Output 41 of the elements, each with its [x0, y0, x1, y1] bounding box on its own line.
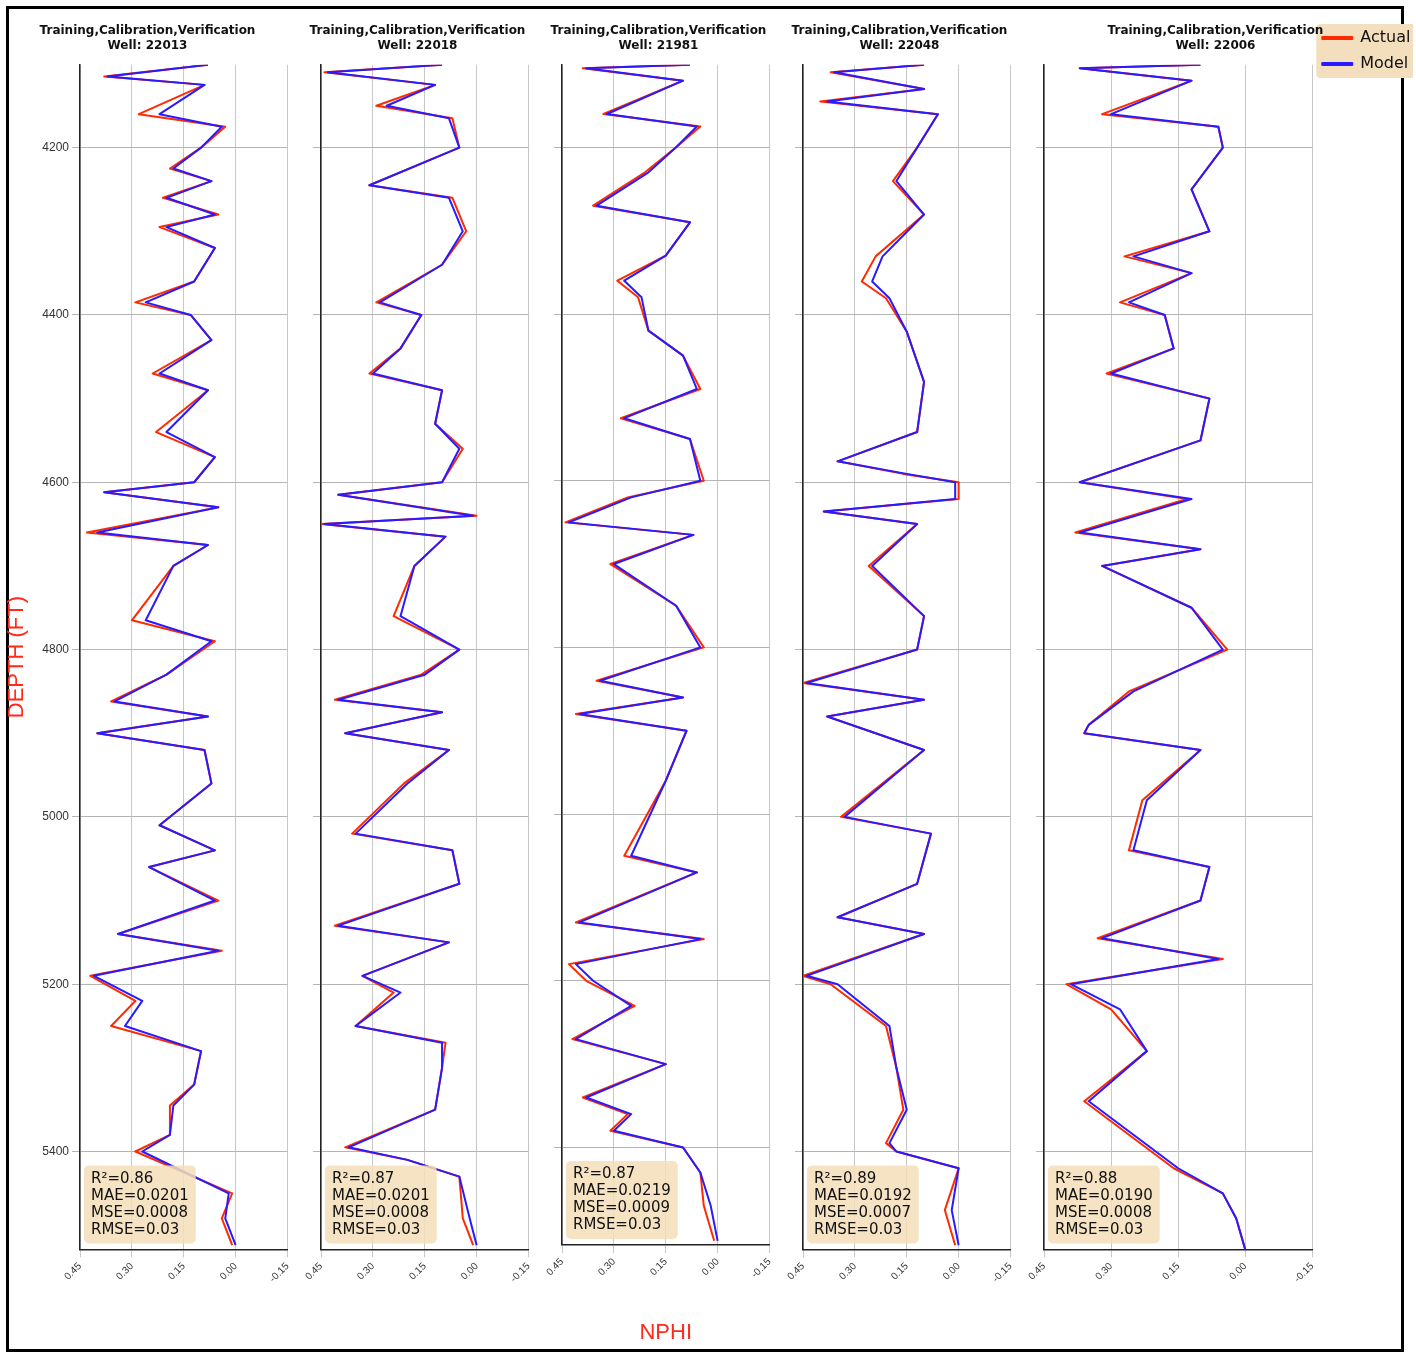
x-tick-label: 0.15 [406, 1259, 429, 1282]
x-tick-label: 0.45 [543, 1255, 566, 1278]
annotation: R²=0.86 MAE=0.0201 MSE=0.0008 RMSE=0.03 [91, 1168, 189, 1238]
x-tick-label: 0.45 [61, 1259, 84, 1282]
x-tick-label: 0.00 [1227, 1259, 1249, 1282]
chart-title: Training,Calibration,Verification Well: 22013 [39, 23, 256, 52]
y-tick-label: 5000 [42, 809, 70, 824]
x-tick-label: 0.30 [595, 1255, 618, 1278]
x-tick-label: 0.15 [888, 1259, 911, 1282]
annotation: R²=0.88 MAE=0.0190 MSE=0.0008 RMSE=0.03 [1055, 1168, 1153, 1238]
y-tick-label: 4600 [42, 474, 70, 489]
x-tick-label: 0.00 [699, 1255, 722, 1278]
y-tick-label: 4200 [42, 139, 70, 154]
x-axis-title: NPHI [639, 1318, 693, 1344]
chart-title: Training,Calibration,Verification Well: 22018 [309, 23, 526, 52]
x-tick-label: 0.15 [1159, 1259, 1182, 1282]
annotation: R²=0.87 MAE=0.0201 MSE=0.0008 RMSE=0.03 [332, 1168, 430, 1238]
x-tick-label: 0.30 [836, 1259, 859, 1282]
x-tick-label: 0.45 [1025, 1259, 1048, 1282]
y-axis-title: DEPTH (FT) [3, 596, 29, 719]
x-tick-label: 0.30 [113, 1259, 136, 1282]
annotation: R²=0.89 MAE=0.0192 MSE=0.0007 RMSE=0.03 [814, 1168, 912, 1238]
chart-title: Training,Calibration,Verification Well: 22006 [1107, 23, 1324, 52]
y-tick-label: 4800 [42, 641, 70, 656]
x-tick-label: 0.45 [302, 1259, 325, 1282]
x-tick-label: 0.45 [784, 1259, 807, 1282]
annotation: R²=0.87 MAE=0.0219 MSE=0.0009 RMSE=0.03 [573, 1164, 671, 1234]
x-tick-label: 0.00 [217, 1259, 240, 1282]
x-tick-label: 0.15 [647, 1255, 670, 1278]
x-tick-label: 0.15 [165, 1259, 188, 1282]
chart-title: Training,Calibration,Verification Well: 21981 [550, 23, 767, 52]
y-tick-label: 5200 [42, 976, 70, 991]
x-tick-label: 0.00 [458, 1259, 481, 1282]
x-tick-label: 0.00 [940, 1259, 963, 1282]
y-tick-label: 4400 [42, 307, 70, 322]
y-tick-label: 5400 [42, 1143, 70, 1158]
legend-label: Model [1360, 53, 1409, 73]
chart-title: Training,Calibration,Verification Well: 22048 [791, 23, 1008, 52]
x-tick-label: 0.30 [1092, 1259, 1115, 1282]
x-tick-label: 0.30 [354, 1259, 377, 1282]
legend-label: Actual [1360, 27, 1411, 47]
